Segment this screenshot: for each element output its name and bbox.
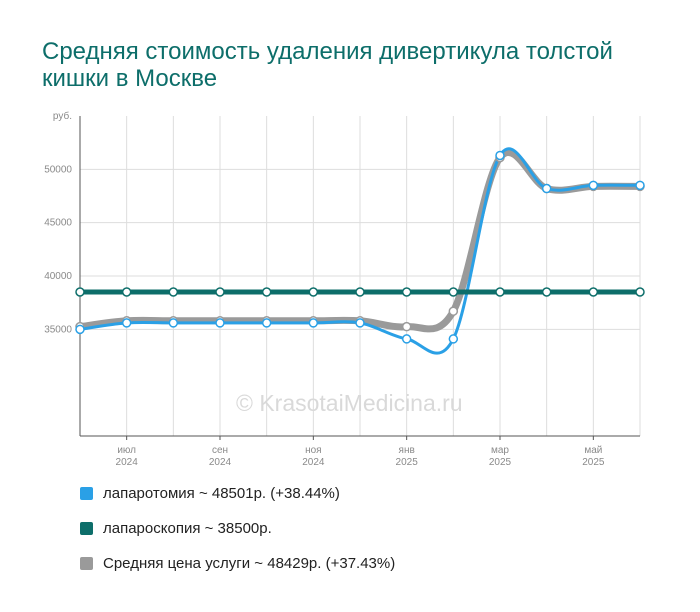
x-tick-month-label: май (584, 445, 602, 456)
data-point-series-2 (495, 287, 505, 297)
x-tick-year-label: 2024 (116, 457, 139, 468)
data-point-series-2 (168, 287, 179, 297)
y-tick-label: 50000 (44, 164, 72, 175)
data-point-series-2 (401, 287, 412, 297)
data-point-series-2 (448, 287, 459, 297)
data-point-series-1 (261, 318, 272, 328)
data-point-series-2 (355, 287, 365, 297)
data-point-series-1 (448, 334, 459, 344)
data-point-series-2 (588, 287, 599, 297)
x-tick-year-label: 2025 (396, 457, 419, 468)
data-point-series-1 (75, 324, 85, 335)
data-point-series-2 (308, 287, 319, 297)
legend-swatch (80, 556, 93, 570)
y-tick-label: 35000 (44, 324, 72, 335)
data-point-series-1 (308, 318, 319, 328)
data-point-series-1 (121, 318, 132, 328)
data-point-series-1 (401, 334, 412, 344)
data-point-series-1 (495, 150, 505, 161)
series-markers (75, 150, 645, 344)
data-point-series-1 (588, 180, 599, 191)
x-tick-year-label: 2024 (302, 457, 325, 468)
legend-swatch (80, 521, 93, 535)
data-point-series-2 (635, 287, 645, 297)
y-axis-unit-label: руб. (53, 110, 72, 122)
x-tick-month-label: мар (491, 445, 509, 456)
axes: 35000400004500050000руб.июл2024сен2024но… (44, 110, 640, 468)
data-point-series-2 (75, 287, 85, 297)
legend: лапаротомия ~ 48501р. (+38.44%) лапароско… (80, 484, 395, 589)
legend-label: лапаротомия ~ 48501р. (+38.44%) (103, 484, 340, 502)
legend-item[interactable]: лапаротомия ~ 48501р. (+38.44%) (80, 484, 395, 502)
data-point-series-1 (541, 183, 552, 194)
data-point-series-3 (448, 306, 459, 316)
data-point-series-2 (215, 287, 225, 297)
x-tick-month-label: июл (117, 445, 136, 456)
data-point-series-2 (121, 287, 132, 297)
legend-item[interactable]: лапароскопия ~ 38500р. (80, 519, 395, 537)
x-tick-year-label: 2024 (209, 457, 232, 468)
x-tick-month-label: сен (212, 445, 228, 456)
legend-label: лапароскопия ~ 38500р. (103, 519, 272, 537)
x-tick-month-label: ноя (305, 445, 322, 456)
y-tick-label: 45000 (44, 218, 72, 229)
legend-item[interactable]: Средняя цена услуги ~ 48429р. (+37.43%) (80, 554, 395, 572)
data-point-series-2 (261, 287, 272, 297)
data-point-series-1 (355, 318, 365, 328)
data-point-series-1 (215, 318, 225, 328)
data-point-series-1 (635, 180, 645, 191)
grid (79, 116, 641, 436)
data-point-series-3 (401, 321, 412, 332)
chart-title: Средняя стоимость удаления дивертикула т… (42, 38, 613, 92)
legend-swatch (80, 486, 93, 500)
x-tick-month-label: янв (399, 445, 415, 456)
data-point-series-2 (541, 287, 552, 297)
legend-label: Средняя цена услуги ~ 48429р. (+37.43%) (103, 554, 396, 572)
data-point-series-1 (168, 318, 179, 328)
x-tick-year-label: 2025 (489, 457, 512, 468)
x-tick-year-label: 2025 (582, 457, 605, 468)
y-tick-label: 40000 (44, 271, 72, 282)
watermark-text: © KrasotaiMedicina.ru (236, 390, 463, 416)
